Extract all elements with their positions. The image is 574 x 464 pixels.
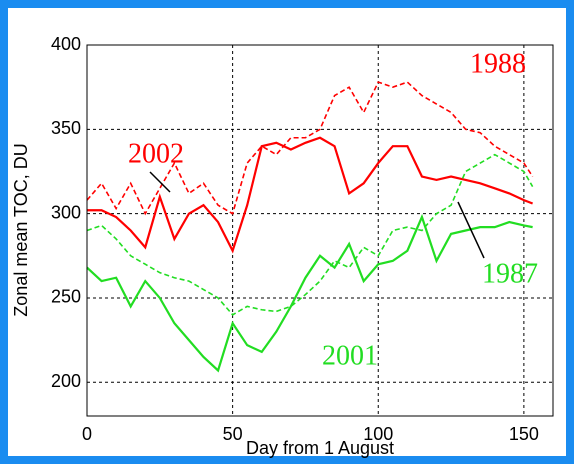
x-axis-label: Day from 1 August <box>246 438 394 458</box>
x-tick-label: 0 <box>82 424 92 444</box>
series-label: 2001 <box>322 340 378 371</box>
series-label: 2002 <box>128 138 184 169</box>
leader-line <box>149 171 171 193</box>
series-label: 1987 <box>482 258 538 289</box>
y-tick-label: 300 <box>51 202 81 222</box>
series-line <box>86 153 534 316</box>
plot-box <box>86 44 554 417</box>
series-line <box>86 213 533 373</box>
y-tick-label: 200 <box>51 371 81 391</box>
y-tick-label: 350 <box>51 118 81 138</box>
background <box>8 8 566 456</box>
x-tick-label: 100 <box>363 424 393 444</box>
leader-line <box>457 201 485 259</box>
y-tick-label: 250 <box>51 287 81 307</box>
x-tick-label: 150 <box>509 424 539 444</box>
series-label: 1988 <box>470 48 526 79</box>
x-tick-label: 50 <box>223 424 243 444</box>
y-tick-label: 400 <box>51 34 81 54</box>
plot-lines <box>86 81 534 373</box>
series-line <box>87 136 534 254</box>
y-axis-label: Zonal mean TOC, DU <box>11 143 31 316</box>
